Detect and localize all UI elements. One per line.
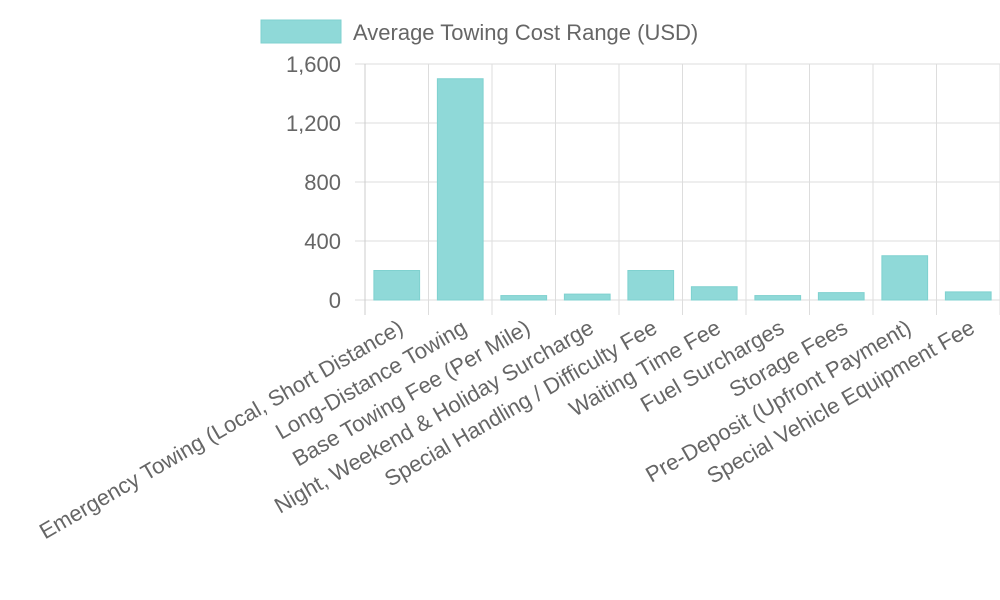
y-tick-label: 0 xyxy=(329,288,341,313)
bars xyxy=(373,78,992,301)
y-tick-label: 800 xyxy=(304,170,341,195)
legend[interactable]: Average Towing Cost Range (USD) xyxy=(260,19,698,45)
y-tick-label: 1,600 xyxy=(286,52,341,77)
bar[interactable] xyxy=(690,286,738,301)
legend-swatch xyxy=(260,19,342,44)
bar[interactable] xyxy=(563,293,611,301)
y-tick-label: 1,200 xyxy=(286,111,341,136)
bar[interactable] xyxy=(944,291,992,301)
y-axis-ticks: 0 400 800 1,200 1,600 xyxy=(286,52,341,313)
legend-label: Average Towing Cost Range (USD) xyxy=(353,20,698,45)
bar[interactable] xyxy=(627,270,675,301)
x-axis-labels: Emergency Towing (Local, Short Distance)… xyxy=(35,315,979,544)
bar[interactable] xyxy=(373,270,421,301)
bar[interactable] xyxy=(436,78,484,301)
bar[interactable] xyxy=(817,292,865,301)
bar[interactable] xyxy=(754,295,802,301)
y-tick-label: 400 xyxy=(304,229,341,254)
bar[interactable] xyxy=(500,295,548,301)
bar[interactable] xyxy=(881,255,929,301)
